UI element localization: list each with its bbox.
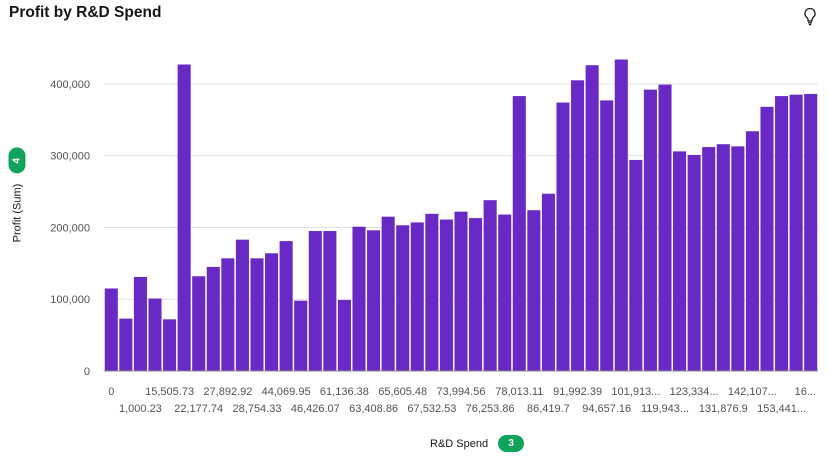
x-tick-label: 142,107... bbox=[728, 386, 777, 398]
bar[interactable] bbox=[294, 300, 308, 371]
bar[interactable] bbox=[265, 253, 279, 371]
y-tick-label: 300,000 bbox=[50, 151, 90, 163]
bar[interactable] bbox=[308, 231, 322, 371]
x-tick-label: 91,992.39 bbox=[553, 386, 602, 398]
y-axis-label: Profit (Sum) bbox=[11, 183, 23, 243]
x-tick-label: 94,657.16 bbox=[582, 403, 631, 415]
bar[interactable] bbox=[221, 258, 235, 371]
x-axis-ticks: 0 15,505.73 27,892.92 44,069.95 61,136.38 65,… bbox=[108, 386, 816, 415]
y-axis-badge[interactable]: 4 bbox=[8, 147, 26, 174]
bar[interactable] bbox=[804, 93, 818, 371]
bar[interactable] bbox=[337, 299, 351, 371]
x-tick-label: 86,419.7 bbox=[527, 403, 570, 415]
bar[interactable] bbox=[469, 218, 483, 371]
bar[interactable] bbox=[687, 154, 701, 371]
x-tick-label: 78,013.11 bbox=[495, 386, 543, 398]
bar[interactable] bbox=[571, 80, 585, 372]
bar[interactable] bbox=[425, 213, 439, 371]
bar[interactable] bbox=[716, 144, 730, 371]
bar[interactable] bbox=[512, 96, 526, 371]
bar[interactable] bbox=[410, 222, 424, 371]
x-tick-label: 61,136.38 bbox=[320, 386, 369, 398]
bar[interactable] bbox=[731, 146, 745, 371]
x-tick-label: 46,426.07 bbox=[291, 403, 340, 415]
lightbulb-icon[interactable] bbox=[801, 6, 819, 26]
x-tick-label: 28,754.33 bbox=[233, 403, 282, 415]
bar[interactable] bbox=[163, 319, 177, 371]
x-tick-label: 16... bbox=[795, 386, 816, 398]
bar[interactable] bbox=[396, 225, 410, 371]
x-tick-label: 44,069.95 bbox=[262, 386, 311, 398]
x-tick-label: 131,876.9 bbox=[699, 403, 748, 415]
x-tick-label: 119,943... bbox=[641, 403, 689, 415]
bar[interactable] bbox=[279, 241, 293, 371]
x-tick-label: 15,505.73 bbox=[145, 386, 194, 398]
y-tick-label: 400,000 bbox=[50, 79, 90, 91]
x-axis-badge[interactable]: 3 bbox=[498, 435, 525, 452]
bar[interactable] bbox=[498, 214, 512, 371]
x-axis-label: R&D Spend bbox=[430, 437, 489, 450]
x-tick-label: 63,408.86 bbox=[349, 403, 398, 415]
bar[interactable] bbox=[133, 276, 147, 371]
y-tick-label: 0 bbox=[84, 366, 90, 378]
bar[interactable] bbox=[206, 266, 220, 371]
bar[interactable] bbox=[177, 64, 191, 371]
bar[interactable] bbox=[556, 102, 570, 372]
y-tick-label: 100,000 bbox=[50, 294, 90, 306]
x-tick-label: 73,994.56 bbox=[437, 386, 486, 398]
x-tick-label: 123,334... bbox=[670, 386, 719, 398]
chart-title: Profit by R&D Spend bbox=[9, 4, 162, 21]
bar[interactable] bbox=[192, 276, 206, 371]
y-axis-ticks: 0 100,000 200,000 300,000 400,000 bbox=[50, 79, 90, 378]
bar[interactable] bbox=[352, 226, 366, 371]
bar[interactable] bbox=[367, 230, 381, 371]
bar[interactable] bbox=[600, 100, 614, 372]
bar[interactable] bbox=[775, 96, 789, 371]
bar[interactable] bbox=[629, 159, 643, 371]
bar[interactable] bbox=[104, 288, 118, 371]
y-tick-label: 200,000 bbox=[50, 222, 90, 234]
x-tick-label: 27,892.92 bbox=[203, 386, 252, 398]
bar[interactable] bbox=[250, 258, 264, 371]
x-tick-label: 76,253.86 bbox=[466, 403, 515, 415]
x-tick-label: 153,441... bbox=[757, 403, 806, 415]
bar[interactable] bbox=[323, 231, 337, 371]
bar[interactable] bbox=[789, 94, 803, 371]
bar[interactable] bbox=[702, 147, 716, 371]
bar[interactable] bbox=[119, 318, 133, 371]
bar[interactable] bbox=[454, 211, 468, 371]
bar[interactable] bbox=[585, 65, 599, 371]
x-tick-label: 67,532.53 bbox=[407, 403, 456, 415]
bar[interactable] bbox=[235, 239, 249, 371]
bar[interactable] bbox=[439, 219, 453, 371]
x-tick-label: 0 bbox=[108, 386, 114, 398]
x-tick-label: 65,605.48 bbox=[378, 386, 427, 398]
bar[interactable] bbox=[658, 84, 672, 372]
y-axis-title[interactable]: Profit (Sum) 4 bbox=[8, 147, 26, 243]
bar[interactable] bbox=[483, 200, 497, 371]
bar[interactable] bbox=[614, 59, 628, 371]
bars bbox=[104, 59, 818, 372]
bar[interactable] bbox=[760, 106, 774, 372]
bar[interactable] bbox=[541, 193, 555, 371]
x-tick-label: 101,913... bbox=[611, 386, 660, 398]
bar[interactable] bbox=[745, 131, 759, 371]
bar[interactable] bbox=[643, 89, 657, 371]
bar[interactable] bbox=[381, 216, 395, 371]
bar[interactable] bbox=[527, 210, 541, 371]
x-tick-label: 22,177.74 bbox=[174, 403, 223, 415]
x-tick-label: 1,000.23 bbox=[119, 403, 162, 415]
bar[interactable] bbox=[673, 151, 687, 371]
x-axis-title[interactable]: R&D Spend 3 bbox=[430, 435, 525, 452]
bar[interactable] bbox=[148, 298, 162, 372]
